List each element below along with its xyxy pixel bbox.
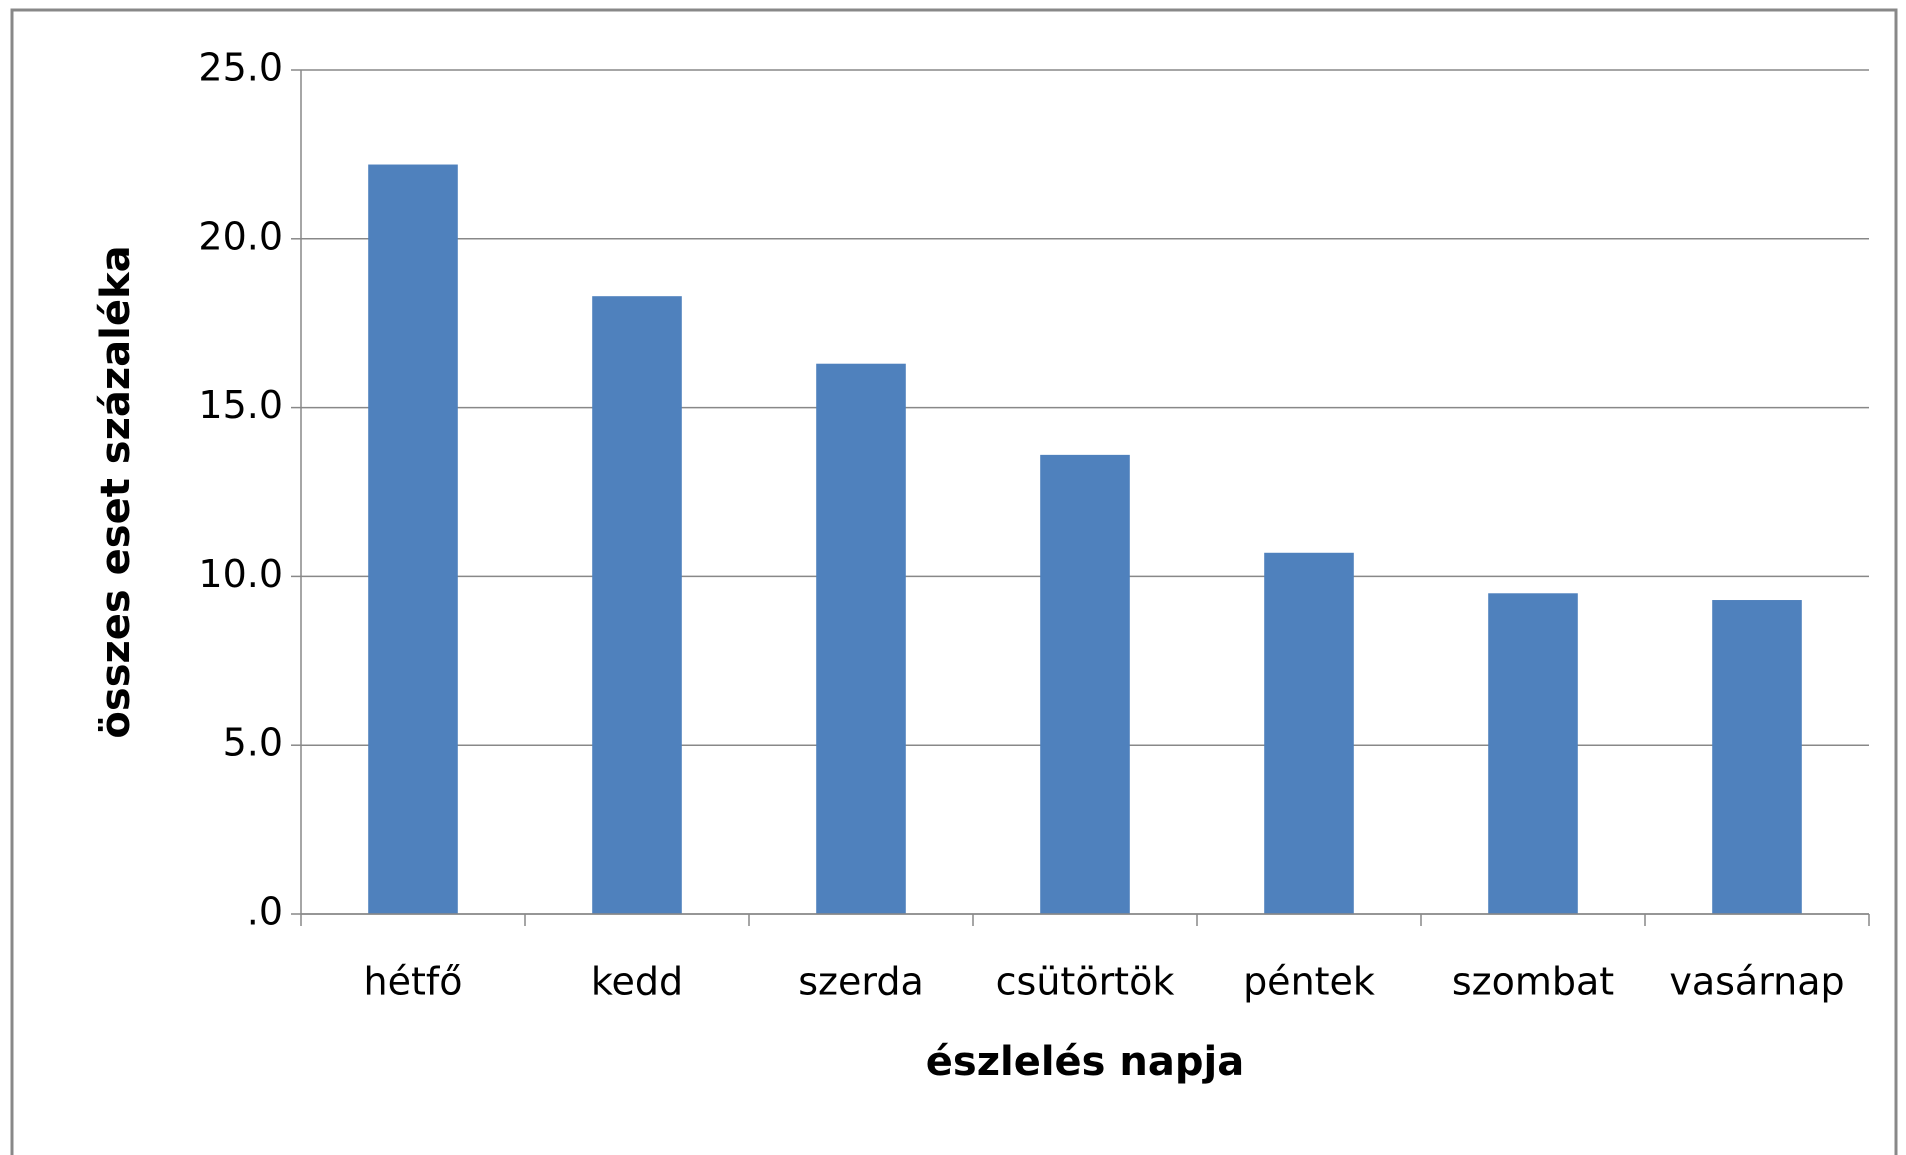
bar: [1488, 593, 1578, 914]
x-tick-label: hétfő: [364, 960, 463, 1004]
bar: [1712, 600, 1802, 914]
bar: [368, 164, 458, 914]
bar: [1040, 454, 1130, 914]
bar: [592, 296, 682, 914]
y-tick-label: 25.0: [198, 46, 283, 90]
x-tick-label: péntek: [1243, 960, 1375, 1004]
x-axis-title: észlelés napja: [926, 1039, 1244, 1085]
y-tick-label: 20.0: [198, 214, 283, 258]
bar: [816, 363, 906, 914]
chart-frame: [10, 8, 1898, 1155]
x-tick-label: kedd: [591, 960, 683, 1004]
x-tick-label: szerda: [798, 960, 924, 1004]
y-tick-label: .0: [247, 890, 283, 934]
x-tick-label: csütörtök: [996, 960, 1175, 1004]
y-tick-label: 10.0: [198, 552, 283, 596]
y-tick-label: 5.0: [223, 721, 283, 765]
x-tick-label: vasárnap: [1669, 960, 1844, 1004]
x-tick-label: szombat: [1452, 960, 1614, 1004]
y-tick-label: 15.0: [198, 383, 283, 427]
y-axis-title: összes eset százaléka: [93, 245, 139, 738]
bar: [1264, 552, 1354, 914]
